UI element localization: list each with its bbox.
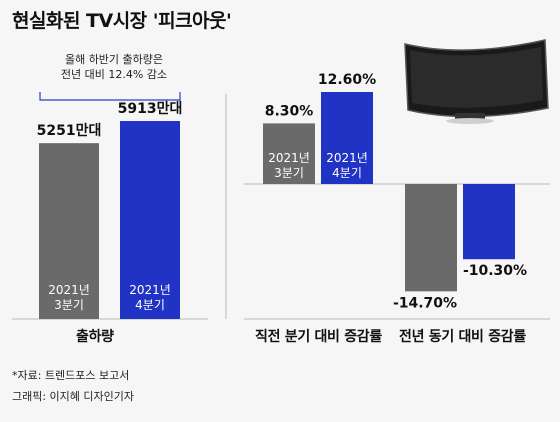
bar-shipments-1: [39, 143, 99, 319]
value-label-qoq-1: 8.30%: [265, 103, 314, 119]
bar-qoq-2: [321, 92, 373, 184]
caption-qoq: 직전 분기 대비 증감률: [255, 329, 382, 345]
tv-screen-icon: [410, 47, 543, 108]
value-label-qoq-2: 12.60%: [318, 72, 376, 88]
value-label-yoy-2: -10.30%: [463, 263, 527, 279]
source-note: *자료: 트렌드포스 보고서: [12, 369, 130, 382]
bar-label-year-shipments-2: 2021년: [129, 283, 171, 297]
bar-label-year-qoq-1: 2021년: [268, 151, 310, 165]
value-label-shipments-2: 5913만대: [118, 101, 183, 117]
bar-qoq-1: [263, 123, 315, 184]
bar-label-quarter-qoq-2: 4분기: [332, 166, 362, 180]
bar-label-year-qoq-2: 2021년: [326, 151, 368, 165]
bar-label-quarter-shipments-2: 4분기: [135, 298, 165, 312]
bar-label-quarter-shipments-1: 3분기: [54, 298, 84, 312]
caption-shipments: 출하량: [76, 329, 114, 345]
bar-yoy-1: [405, 184, 457, 292]
tv-stand-icon: [455, 113, 485, 119]
caption-yoy: 전년 동기 대비 증감률: [399, 329, 526, 345]
bar-label-year-shipments-1: 2021년: [48, 283, 90, 297]
bar-shipments-2: [120, 121, 180, 319]
tv-shadow-icon: [446, 118, 494, 124]
callout-line-2: 전년 대비 12.4% 감소: [60, 68, 168, 81]
value-label-yoy-1: -14.70%: [393, 295, 457, 311]
callout-note: 올해 하반기 출하량은 전년 대비 12.4% 감소: [52, 52, 176, 82]
callout-line-1: 올해 하반기 출하량은: [64, 53, 164, 66]
value-label-shipments-1: 5251만대: [37, 123, 102, 139]
page-title: 현실화된 TV시장 '피크아웃': [12, 10, 232, 32]
bar-label-quarter-qoq-1: 3분기: [274, 166, 304, 180]
bar-yoy-2: [463, 184, 515, 260]
graphic-credit: 그래픽: 이지혜 디자인기자: [12, 390, 135, 403]
callout-brace: [39, 92, 181, 101]
